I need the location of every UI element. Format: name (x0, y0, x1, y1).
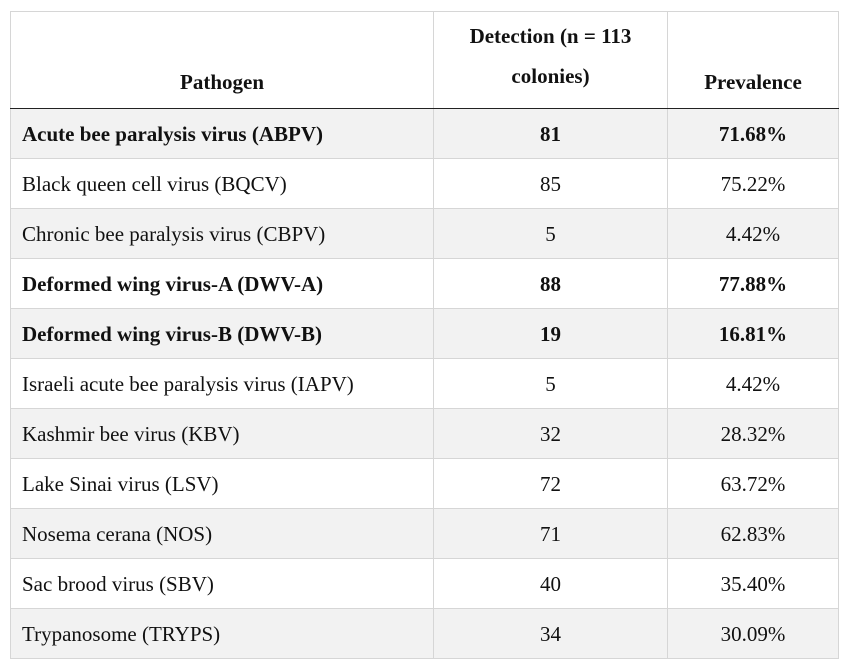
cell-pathogen: Black queen cell virus (BQCV) (10, 158, 434, 209)
cell-prevalence: 63.72% (667, 458, 839, 509)
cell-prevalence: 30.09% (667, 608, 839, 659)
table-row: Chronic bee paralysis virus (CBPV) 5 4.4… (10, 208, 839, 259)
header-detection: Detection (n = 113 colonies) (433, 11, 668, 109)
cell-pathogen: Sac brood virus (SBV) (10, 558, 434, 609)
cell-detection: 71 (433, 508, 668, 559)
cell-prevalence: 4.42% (667, 208, 839, 259)
cell-pathogen: Deformed wing virus-B (DWV-B) (10, 308, 434, 359)
cell-detection: 72 (433, 458, 668, 509)
cell-pathogen: Acute bee paralysis virus (ABPV) (10, 108, 434, 159)
table-row: Trypanosome (TRYPS) 34 30.09% (10, 608, 839, 659)
cell-prevalence: 28.32% (667, 408, 839, 459)
table-row: Israeli acute bee paralysis virus (IAPV)… (10, 358, 839, 409)
cell-detection: 34 (433, 608, 668, 659)
cell-detection: 5 (433, 358, 668, 409)
cell-prevalence: 4.42% (667, 358, 839, 409)
cell-pathogen: Kashmir bee virus (KBV) (10, 408, 434, 459)
cell-detection: 32 (433, 408, 668, 459)
table-row: Black queen cell virus (BQCV) 85 75.22% (10, 158, 839, 209)
table-header: Pathogen Detection (n = 113 colonies) Pr… (10, 11, 839, 109)
cell-detection: 85 (433, 158, 668, 209)
table-row: Deformed wing virus-B (DWV-B) 19 16.81% (10, 308, 839, 359)
table-body: Acute bee paralysis virus (ABPV) 81 71.6… (10, 108, 839, 659)
pathogen-prevalence-table: Pathogen Detection (n = 113 colonies) Pr… (10, 11, 839, 659)
cell-pathogen: Israeli acute bee paralysis virus (IAPV) (10, 358, 434, 409)
cell-pathogen: Lake Sinai virus (LSV) (10, 458, 434, 509)
header-prevalence: Prevalence (667, 11, 839, 109)
cell-pathogen: Trypanosome (TRYPS) (10, 608, 434, 659)
table-row: Nosema cerana (NOS) 71 62.83% (10, 508, 839, 559)
cell-pathogen: Deformed wing virus-A (DWV-A) (10, 258, 434, 309)
cell-prevalence: 16.81% (667, 308, 839, 359)
table-row: Deformed wing virus-A (DWV-A) 88 77.88% (10, 258, 839, 309)
header-pathogen: Pathogen (10, 11, 434, 109)
cell-prevalence: 62.83% (667, 508, 839, 559)
cell-prevalence: 77.88% (667, 258, 839, 309)
cell-prevalence: 75.22% (667, 158, 839, 209)
cell-detection: 40 (433, 558, 668, 609)
table-row: Sac brood virus (SBV) 40 35.40% (10, 558, 839, 609)
cell-detection: 88 (433, 258, 668, 309)
cell-prevalence: 35.40% (667, 558, 839, 609)
cell-detection: 5 (433, 208, 668, 259)
table-row: Acute bee paralysis virus (ABPV) 81 71.6… (10, 108, 839, 159)
cell-detection: 19 (433, 308, 668, 359)
cell-pathogen: Chronic bee paralysis virus (CBPV) (10, 208, 434, 259)
table-row: Lake Sinai virus (LSV) 72 63.72% (10, 458, 839, 509)
table-row: Kashmir bee virus (KBV) 32 28.32% (10, 408, 839, 459)
header-row: Pathogen Detection (n = 113 colonies) Pr… (10, 11, 839, 109)
cell-detection: 81 (433, 108, 668, 159)
cell-prevalence: 71.68% (667, 108, 839, 159)
cell-pathogen: Nosema cerana (NOS) (10, 508, 434, 559)
